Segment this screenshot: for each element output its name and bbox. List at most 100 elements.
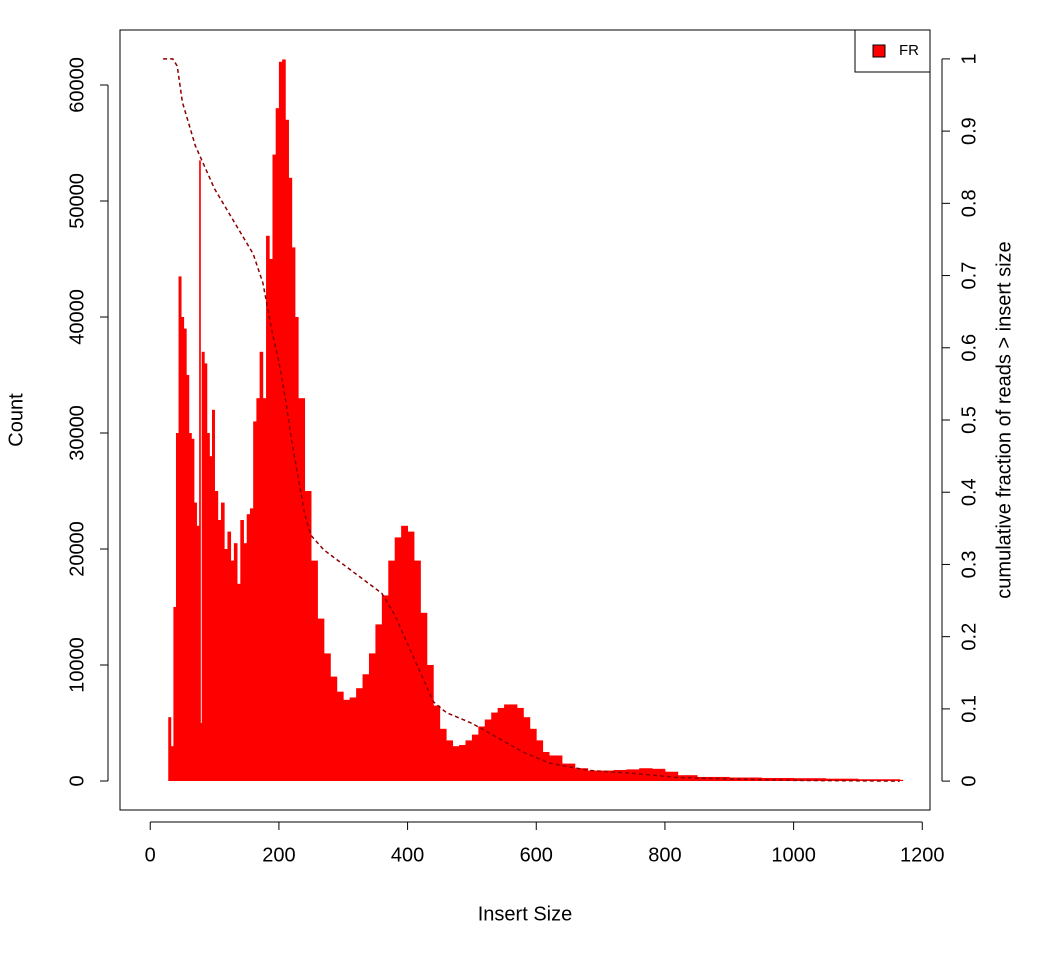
bar [497, 707, 505, 781]
bar [401, 525, 408, 781]
bar [336, 691, 344, 781]
x-axis-label: Insert Size [478, 903, 572, 925]
bar [761, 777, 795, 781]
bar [439, 728, 447, 781]
y-tick-label: 0 [66, 775, 88, 786]
bar [266, 235, 270, 781]
bar [394, 537, 402, 781]
x-tick-label: 200 [262, 844, 295, 866]
bar [368, 653, 376, 781]
bar [536, 740, 544, 781]
y-axis-label: Count [5, 393, 27, 447]
bar [246, 514, 251, 781]
bar [275, 108, 280, 781]
y2-tick-label: 0.2 [958, 623, 980, 651]
bar [253, 421, 257, 781]
bar [426, 664, 434, 781]
bar [183, 328, 187, 781]
bar [224, 548, 228, 781]
bar [304, 490, 312, 781]
bar [170, 746, 174, 781]
bar [209, 456, 213, 781]
bar [199, 160, 201, 781]
plot-box [119, 29, 931, 811]
bar [626, 769, 640, 781]
bar [697, 776, 730, 781]
bar [510, 704, 518, 781]
x-tick-label: 400 [391, 844, 424, 866]
y-tick-label: 20000 [66, 521, 88, 577]
bar [272, 154, 277, 781]
bar [168, 717, 172, 781]
y2-tick-label: 0.5 [958, 406, 980, 434]
bar [375, 624, 383, 781]
bar [317, 618, 325, 781]
bar [574, 768, 589, 781]
bar [381, 595, 389, 781]
y2-tick-label: 0.7 [958, 262, 980, 290]
y2-tick-label: 0.4 [958, 478, 980, 506]
bar [249, 508, 254, 781]
cumulative-line [163, 58, 900, 782]
bar [196, 525, 200, 781]
legend-swatch [872, 44, 886, 58]
bar [288, 177, 293, 781]
y-tick-label: 50000 [66, 173, 88, 229]
bar [291, 247, 296, 781]
bar [484, 719, 492, 781]
bar [516, 707, 524, 781]
bar [175, 432, 179, 781]
bar [269, 258, 273, 781]
bar [471, 734, 479, 781]
bar [227, 531, 232, 781]
y-tick-label: 10000 [66, 637, 88, 693]
bar [237, 583, 241, 781]
bar [639, 768, 653, 781]
bar [407, 531, 415, 781]
bar [459, 745, 466, 781]
bar [298, 398, 306, 781]
bar [200, 722, 203, 781]
bar [206, 432, 210, 781]
y2-tick-label: 0.9 [958, 117, 980, 145]
bar [240, 519, 244, 781]
bar [825, 778, 859, 781]
bar [193, 502, 197, 781]
bar [323, 653, 331, 781]
bar [181, 316, 185, 781]
bar [278, 61, 283, 781]
bar [285, 119, 289, 781]
bar [294, 316, 299, 781]
bar [587, 770, 601, 781]
bar [188, 432, 192, 781]
bar [420, 612, 428, 781]
x-tick-label: 1200 [900, 844, 945, 866]
bar [256, 398, 261, 781]
bar [217, 519, 222, 781]
bar [549, 755, 563, 781]
bar [243, 543, 248, 781]
bar [259, 351, 264, 781]
bar [349, 697, 357, 781]
bar [282, 59, 286, 781]
bar [173, 606, 177, 781]
bar [857, 779, 901, 781]
bar [414, 560, 421, 781]
bar [613, 769, 627, 781]
bar [523, 717, 531, 781]
bar [214, 490, 219, 781]
y-tick-label: 30000 [66, 405, 88, 461]
bar [652, 768, 666, 781]
legend-box [854, 29, 931, 73]
bar [262, 398, 267, 781]
y2-tick-label: 1 [958, 53, 980, 64]
bar [186, 374, 190, 781]
y2-tick-label: 0.1 [958, 695, 980, 723]
bar [191, 438, 195, 781]
bar [677, 775, 698, 781]
y2-tick-label: 0.8 [958, 189, 980, 217]
bar [899, 779, 904, 781]
y-tick-label: 60000 [66, 57, 88, 113]
bar [233, 543, 238, 781]
bar [388, 560, 396, 781]
